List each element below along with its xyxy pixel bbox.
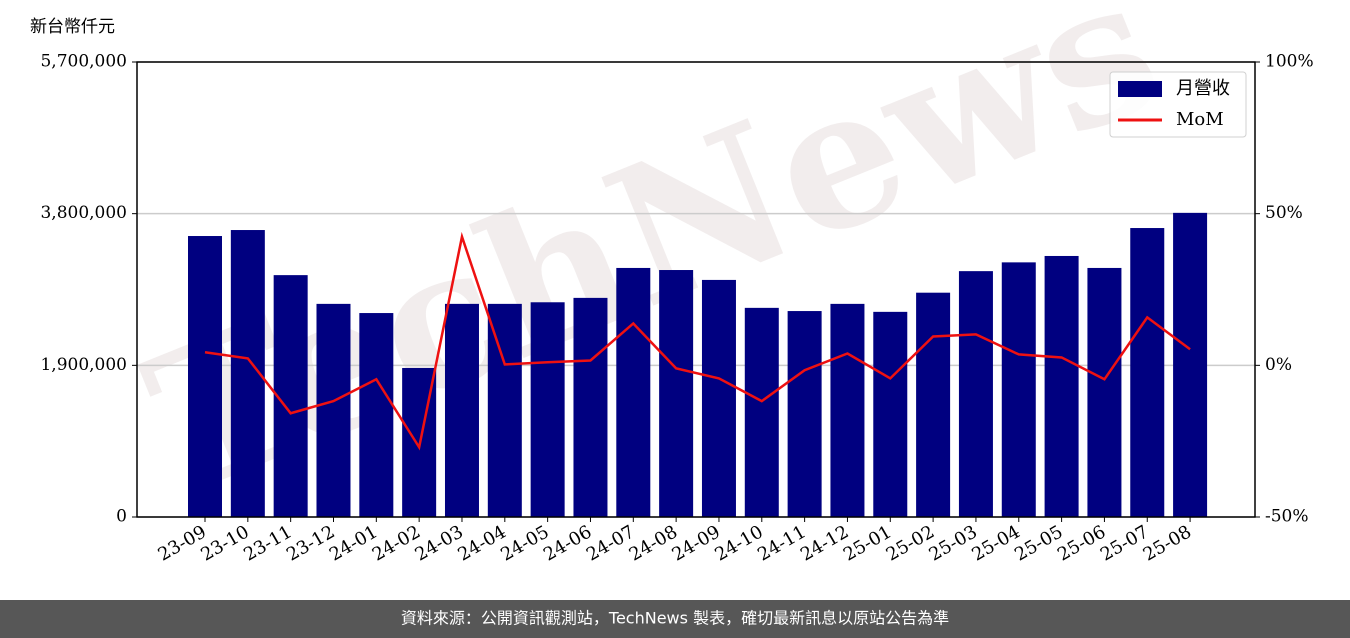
legend-label: MoM <box>1176 109 1224 130</box>
y2-tick-label: -50% <box>1265 507 1309 527</box>
x-tick-label: 25-03 <box>926 521 981 565</box>
x-tick-label: 23-12 <box>283 521 338 565</box>
plot-frame <box>136 61 1256 518</box>
bar <box>916 292 951 517</box>
y-tick-label: 3,800,000 <box>40 203 127 223</box>
bar <box>1087 267 1122 517</box>
x-tick-label: 24-05 <box>497 521 552 565</box>
legend-label: 月營收 <box>1176 78 1230 99</box>
x-tick-label: 25-04 <box>968 521 1023 565</box>
bar <box>273 275 308 517</box>
bar <box>873 311 908 517</box>
x-tick-label: 24-08 <box>626 521 681 565</box>
line <box>204 231 1191 451</box>
bar <box>1044 255 1079 517</box>
x-tick-label: 24-07 <box>583 521 638 565</box>
bar <box>316 303 351 517</box>
x-tick-label: 23-09 <box>155 521 210 565</box>
bar <box>359 313 394 517</box>
x-tick-label: 24-11 <box>754 521 809 565</box>
x-tick-label: 24-02 <box>369 521 424 565</box>
bar <box>573 297 608 517</box>
bar <box>659 270 694 517</box>
bar <box>958 271 993 517</box>
bar <box>701 279 736 517</box>
legend-swatch <box>1118 81 1162 97</box>
y-axis-label: 新台幣仟元 <box>30 17 115 37</box>
x-tick-label: 24-12 <box>797 521 852 565</box>
bar <box>744 307 779 517</box>
y-tick-label: 1,900,000 <box>40 355 127 375</box>
footer: 資料來源：公開資訊觀測站，TechNews 製表，確切最新訊息以原站公告為準 <box>401 609 949 628</box>
x-tick-label: 25-01 <box>840 521 895 565</box>
x-tick-label: 25-06 <box>1054 521 1109 565</box>
footer-bar <box>0 600 1350 638</box>
x-tick-label: 25-08 <box>1140 521 1195 565</box>
x-tick-label: 24-09 <box>669 521 724 565</box>
y2-tick-label: 100% <box>1265 52 1314 72</box>
x-tick-label: 24-03 <box>412 521 467 565</box>
y2-tick-label: 0% <box>1265 355 1292 375</box>
x-tick-label: 24-04 <box>454 521 509 565</box>
x-tick-label: 24-01 <box>326 521 381 565</box>
bar <box>1001 262 1036 517</box>
bar <box>444 303 479 517</box>
bar <box>830 303 865 517</box>
bar <box>1130 228 1165 517</box>
x-tick-label: 25-02 <box>883 521 938 565</box>
bar <box>787 311 822 517</box>
bar <box>1173 212 1208 518</box>
x-tick-label: 24-06 <box>540 521 595 565</box>
x-tick-label: 23-11 <box>240 521 295 565</box>
bar <box>188 236 222 517</box>
y2-tick-label: 50% <box>1265 203 1303 223</box>
bar <box>487 303 522 517</box>
x-tick-label: 25-05 <box>1011 521 1066 565</box>
bar <box>530 302 565 517</box>
y-tick-label: 0 <box>116 507 127 527</box>
bar <box>616 267 651 517</box>
x-tick-label: 24-10 <box>711 521 766 565</box>
y-tick-label: 5,700,000 <box>40 52 127 72</box>
x-tick-label: 25-07 <box>1097 521 1152 565</box>
